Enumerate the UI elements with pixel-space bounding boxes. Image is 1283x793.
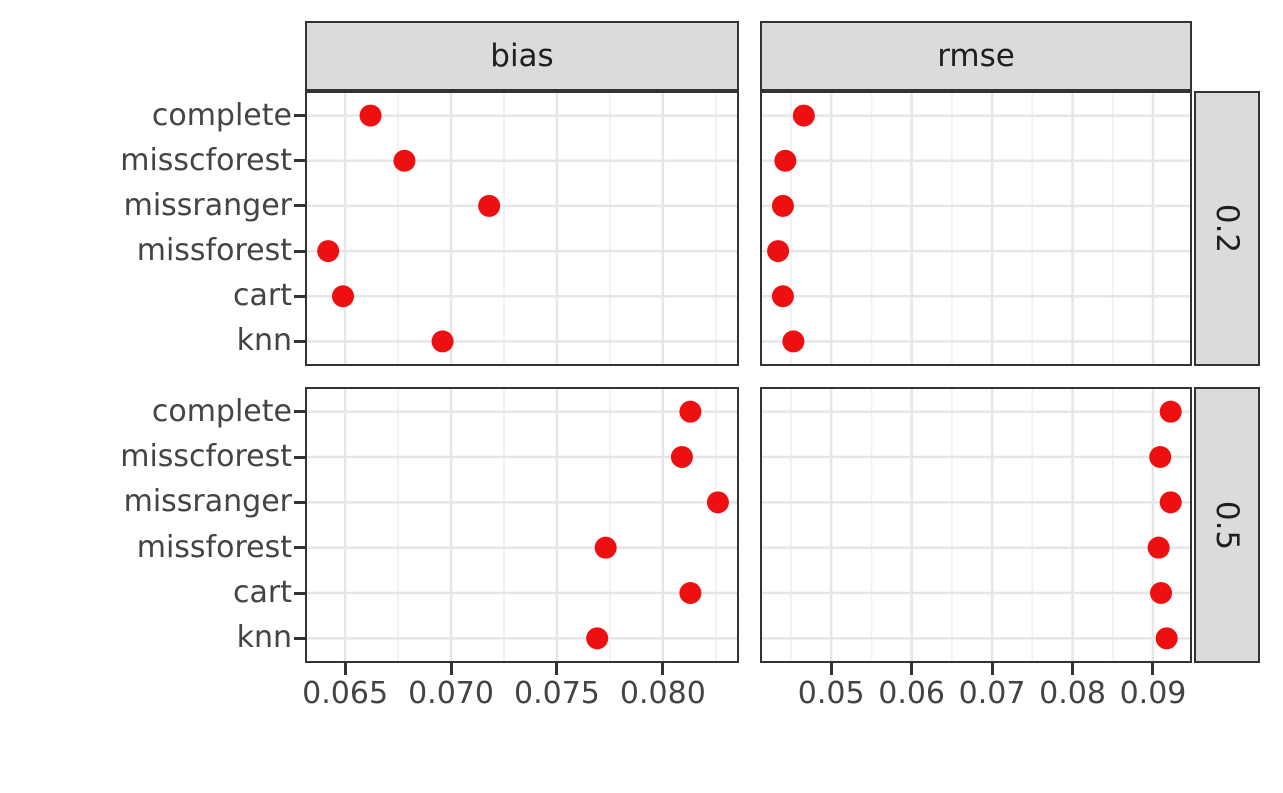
x-tick-rmse-0.05 (829, 663, 833, 675)
data-point-knn (782, 330, 805, 353)
y-tick-cart (294, 591, 305, 595)
facet-strip-row-05: 0.5 (1194, 387, 1260, 663)
facet-strip-row-02-label: 0.2 (1209, 203, 1246, 254)
y-tick-cart (294, 294, 305, 298)
x-axis-label-rmse-0.08: 0.08 (1039, 676, 1106, 711)
y-tick-missforest (294, 249, 305, 253)
x-tick-bias-0.070 (449, 663, 453, 675)
x-tick-rmse-0.07 (990, 663, 994, 675)
facet-strip-rmse: rmse (760, 21, 1192, 91)
panel-rmse-05 (760, 387, 1192, 663)
data-point-complete (679, 400, 702, 423)
data-point-missranger (706, 491, 729, 514)
y-tick-missranger (294, 204, 305, 208)
y-axis-label-knn: knn (236, 620, 292, 656)
x-tick-rmse-0.09 (1151, 663, 1155, 675)
x-axis-label-bias-0.065: 0.065 (302, 676, 389, 711)
facet-strip-rmse-label: rmse (937, 37, 1015, 74)
data-point-cart (1150, 582, 1173, 604)
data-point-misscforest (774, 149, 797, 172)
x-axis-label-rmse-0.07: 0.07 (958, 676, 1026, 711)
facet-strip-row-05-label: 0.5 (1209, 500, 1246, 550)
data-point-missranger (1159, 491, 1182, 514)
data-point-cart (679, 582, 702, 604)
x-axis-label-rmse-0.09: 0.09 (1119, 676, 1187, 711)
x-tick-bias-0.065 (343, 663, 347, 675)
y-tick-knn (294, 339, 305, 343)
y-tick-complete (294, 410, 305, 414)
data-point-missforest (767, 240, 790, 263)
x-tick-rmse-0.06 (910, 663, 914, 675)
y-axis-label-missforest: missforest (136, 529, 292, 565)
panel-canvas-rmse-0.5 (762, 389, 1190, 661)
y-axis-label-complete: complete (151, 393, 292, 429)
y-tick-misscforest (294, 455, 305, 459)
y-axis-label-missforest: missforest (136, 233, 292, 269)
data-point-missforest (317, 240, 340, 263)
panel-bias-05 (305, 387, 739, 663)
panel-rmse-02 (760, 91, 1192, 366)
y-axis-label-misscforest: misscforest (120, 142, 292, 178)
data-point-knn (586, 627, 609, 650)
y-tick-knn (294, 636, 305, 640)
data-point-complete (359, 104, 382, 127)
y-axis-label-knn: knn (236, 323, 292, 359)
data-point-complete (792, 104, 815, 127)
x-tick-rmse-0.08 (1071, 663, 1075, 675)
data-point-complete (1159, 400, 1182, 423)
facet-strip-bias-label: bias (490, 37, 554, 74)
y-tick-missforest (294, 546, 305, 550)
x-axis-label-bias-0.080: 0.080 (619, 676, 706, 711)
y-axis-label-complete: complete (151, 97, 292, 133)
y-axis-label-cart: cart (233, 575, 292, 610)
y-axis-label-misscforest: misscforest (120, 439, 292, 474)
x-axis-label-bias-0.070: 0.070 (408, 676, 494, 711)
facet-strip-bias: bias (305, 21, 739, 91)
data-point-knn (431, 330, 454, 353)
panel-bias-02 (305, 91, 739, 366)
y-axis-label-missranger: missranger (123, 187, 292, 223)
panel-canvas-bias-0.2 (307, 93, 737, 364)
panel-canvas-bias-0.5 (307, 389, 737, 661)
data-point-missranger (771, 194, 794, 217)
y-axis-label-missranger: missranger (123, 484, 292, 520)
data-point-misscforest (393, 149, 416, 172)
data-point-cart (771, 285, 794, 308)
x-axis-label-rmse-0.06: 0.06 (878, 676, 946, 711)
y-tick-complete (294, 114, 305, 118)
x-axis-label-bias-0.075: 0.075 (513, 676, 600, 711)
data-point-cart (332, 285, 355, 308)
x-tick-bias-0.080 (661, 663, 665, 675)
data-point-knn (1155, 627, 1178, 650)
x-tick-bias-0.075 (555, 663, 559, 675)
facet-strip-row-02: 0.2 (1194, 91, 1260, 366)
data-point-misscforest (670, 446, 693, 468)
data-point-missforest (1147, 536, 1170, 559)
y-tick-missranger (294, 500, 305, 504)
panel-canvas-rmse-0.2 (762, 93, 1190, 364)
y-tick-misscforest (294, 159, 305, 163)
data-point-missforest (594, 536, 617, 559)
x-axis-label-rmse-0.05: 0.05 (797, 676, 865, 711)
data-point-missranger (478, 194, 501, 217)
data-point-misscforest (1149, 446, 1172, 468)
y-axis-label-cart: cart (233, 278, 292, 314)
